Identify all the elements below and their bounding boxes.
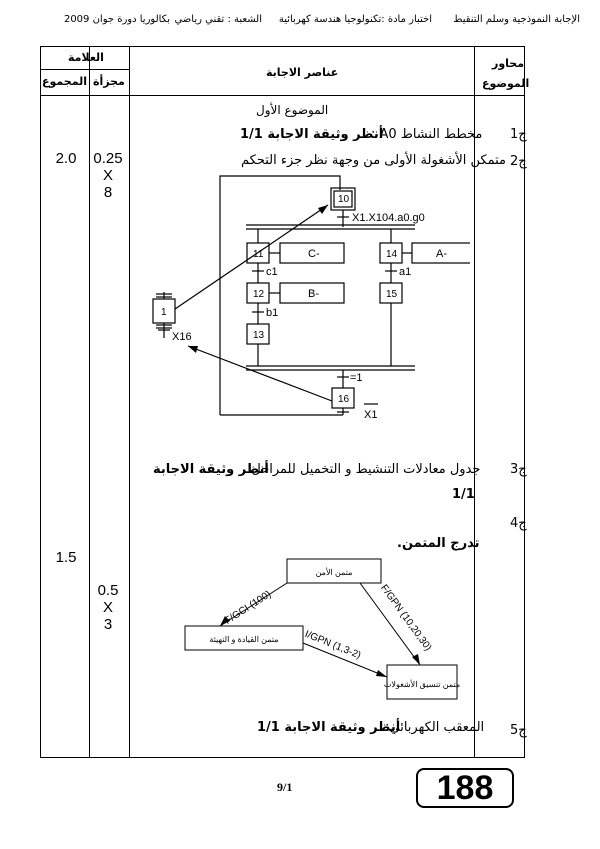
synchronization-diagram: متمن الأمن متمن القيادة و التهيئة متمن ت…	[184, 558, 460, 700]
grade-subheader-line	[41, 69, 129, 70]
arrow-to-step-10	[318, 205, 328, 214]
col-divider-axes	[474, 47, 475, 757]
question-5-text: المعقب الكهربائي:	[385, 720, 485, 735]
page-stamp: 188	[416, 768, 514, 808]
header-answer-key: الإجابة النموذجية وسلم التنقيط	[453, 14, 580, 25]
action-a-label: A-	[436, 248, 447, 260]
axes-header-line2: الموضوع	[482, 77, 530, 90]
step-1-label: 1	[161, 307, 167, 318]
action-c-label: C-	[308, 248, 320, 260]
header-stream: الشعبة : تقني رياضي	[174, 14, 262, 25]
subject-title: الموضوع الأول	[256, 103, 329, 117]
edge-gci-label: F/GCI (100)	[223, 589, 273, 627]
transition-c1-label: c1	[266, 266, 278, 278]
transition-a1-label: a1	[399, 266, 411, 278]
partial-header: مجزأة	[93, 75, 125, 88]
answer-table	[40, 46, 525, 758]
question-1-reference: أنظر وثيقة الاجابة 1/1	[240, 127, 384, 142]
question-number-2: ج2	[510, 154, 527, 169]
q4-partial-value: 0.5	[97, 582, 119, 599]
q4-partial-count: 3	[103, 616, 113, 633]
question-5-reference: أنظر وثيقة الاجابة 1/1	[257, 720, 401, 735]
edge-gpn-a-label: F/GPN (10,20,30)	[378, 583, 433, 653]
arrow-to-step-1	[188, 346, 198, 353]
header-exam: بكالوريا دورة جوان 2009	[63, 14, 170, 25]
transition-b1-label: b1	[266, 307, 278, 319]
edge-gpn-a	[359, 582, 421, 666]
node-coordination-label: متمن تنسيق الأشغولات	[384, 679, 460, 689]
axes-header-line1: محاور	[492, 57, 525, 70]
question-1-label: مخطط النشاط A0 :	[371, 127, 483, 142]
return-loop-line	[219, 175, 341, 415]
question-number-5: ج5	[510, 723, 527, 738]
question-3-reference-page: 1/1	[452, 487, 475, 502]
step-12-label: 12	[253, 289, 265, 300]
transition-x1-label: X1	[364, 409, 377, 421]
step-15-label: 15	[386, 289, 398, 300]
header-bottom-line	[41, 95, 524, 96]
node-safety-label: متمن الأمن	[316, 567, 353, 577]
transition-x16-label: X16	[172, 331, 192, 343]
node-safety-box	[286, 558, 382, 584]
node-coordination-box	[386, 664, 458, 700]
grafcet-diagram: 10 X1.X104.a0.g0 11 C- c1 12 B- b1 13 14…	[152, 175, 470, 421]
question-2-text: متمكن الأشغولة الأولى من وجهة نظر جزء ال…	[241, 153, 506, 168]
page-number: 9/1	[277, 780, 293, 794]
edge-gpn-b	[302, 642, 388, 678]
question-1-text: مخطط النشاط A0 :	[371, 127, 482, 142]
action-a-box	[411, 242, 470, 264]
node-control-box	[184, 625, 304, 651]
q4-partial-times: X	[102, 599, 113, 616]
question-number-3: ج3	[510, 462, 527, 477]
answer-elements-header: عناصر الاجابة	[266, 66, 339, 79]
action-c-box	[279, 242, 345, 264]
question-number-1: ج1	[510, 127, 527, 142]
grade-header: العلامة	[68, 51, 104, 64]
total-header: المجموع	[42, 75, 87, 88]
question-3-text: جدول معادلات التنشيط و التخميل للمراحل:	[247, 462, 481, 477]
question-3-reference: أنظر وثيقة الاجابة	[153, 462, 269, 477]
transition-start-label: X1.X104.a0.g0	[352, 212, 425, 224]
step-13-label: 13	[253, 330, 265, 341]
col-divider-partial	[129, 47, 130, 757]
q2-partial-times: X	[102, 167, 113, 184]
page-header: الإجابة النموذجية وسلم التنقيط اختبار ما…	[40, 14, 580, 30]
step-10-inner	[333, 190, 353, 208]
q2-total-score: 2.0	[55, 150, 77, 167]
q4-total-score: 1.5	[55, 549, 77, 566]
node-control-label: متمن القيادة و التهيئة	[209, 635, 278, 644]
edge-gci	[219, 582, 288, 627]
action-b-box	[279, 282, 345, 304]
question-number-4: ج4	[510, 516, 527, 531]
q2-partial-count: 8	[103, 184, 113, 201]
question-4-text: تدرج المتمن.	[397, 536, 480, 551]
step-10-label: 10	[338, 194, 350, 205]
step-11-label: 11	[253, 249, 264, 260]
header-subject: اختبار مادة :تكنولوجيا هندسة كهربائية	[278, 14, 432, 25]
step-16-label: 16	[338, 394, 350, 405]
edge-gpn-b-label: I/GPN (1,3-2)	[303, 629, 362, 661]
action-b-label: B-	[308, 288, 319, 300]
q2-partial-value: 0.25	[93, 150, 123, 167]
step-14-label: 14	[386, 249, 398, 260]
col-divider-total	[89, 47, 90, 757]
transition-eq1-label: =1	[350, 372, 363, 384]
